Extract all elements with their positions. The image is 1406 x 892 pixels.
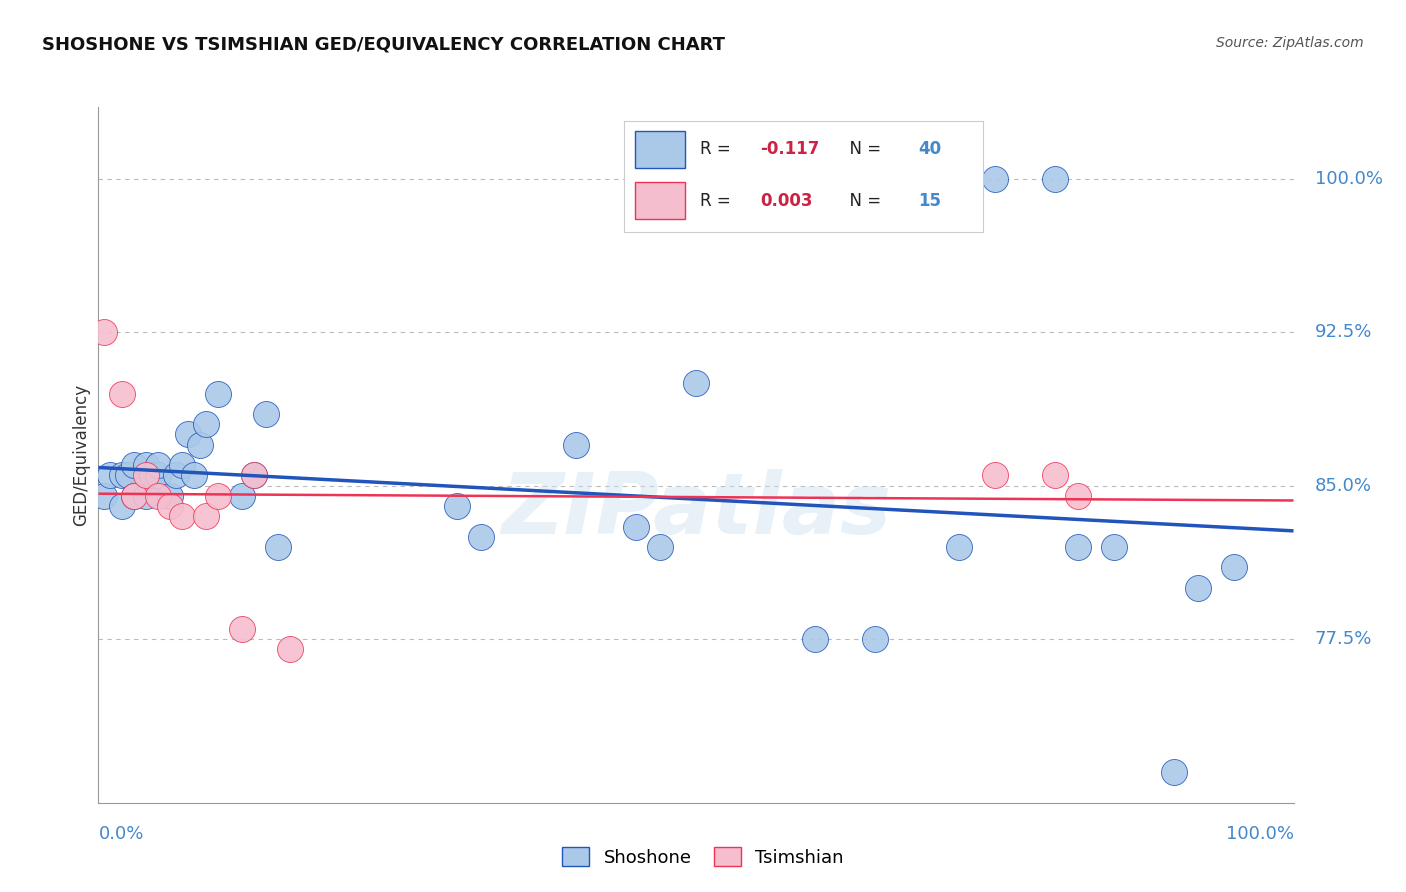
Point (231, 489, 253, 503)
Point (135, 458, 157, 472)
Point (624, 519, 647, 533)
Point (111, 468, 134, 483)
Text: Source: ZipAtlas.com: Source: ZipAtlas.com (1216, 36, 1364, 50)
Point (111, 386, 134, 401)
Point (804, 632, 827, 646)
Point (93, 325, 115, 339)
Point (98, 468, 122, 483)
Point (207, 489, 229, 503)
Point (159, 489, 181, 503)
Point (1102, 540, 1125, 554)
Point (148, 489, 170, 503)
Point (148, 458, 170, 472)
Point (948, 540, 970, 554)
Point (183, 468, 205, 483)
Point (1043, 171, 1066, 186)
Point (983, 468, 1005, 483)
Point (159, 499, 181, 513)
Point (135, 489, 157, 503)
Point (1067, 489, 1090, 503)
Text: 92.5%: 92.5% (1315, 323, 1372, 341)
Y-axis label: GED/Equivalency: GED/Equivalency (72, 384, 90, 526)
Text: 77.5%: 77.5% (1315, 630, 1372, 648)
Text: 100.0%: 100.0% (1226, 825, 1294, 843)
Point (863, 632, 886, 646)
Point (194, 417, 217, 432)
Point (565, 438, 588, 452)
Point (278, 642, 301, 657)
Point (124, 458, 146, 472)
Point (983, 171, 1005, 186)
Point (267, 540, 290, 554)
Point (172, 509, 194, 524)
Text: ZIPatlas: ZIPatlas (501, 469, 891, 552)
Point (1043, 468, 1066, 483)
Text: 0.0%: 0.0% (98, 825, 143, 843)
Point (93, 489, 115, 503)
Point (446, 499, 468, 513)
Point (1163, 765, 1185, 780)
Point (194, 509, 217, 524)
Legend: Shoshone, Tsimshian: Shoshone, Tsimshian (555, 840, 851, 874)
Point (254, 407, 277, 421)
Point (1067, 540, 1090, 554)
Point (1187, 581, 1209, 595)
Point (243, 468, 266, 483)
Point (1222, 560, 1246, 574)
Point (188, 438, 211, 452)
Text: 85.0%: 85.0% (1315, 476, 1372, 495)
Point (165, 468, 187, 483)
Point (470, 530, 492, 544)
Point (685, 376, 707, 391)
Point (124, 489, 146, 503)
Point (207, 386, 229, 401)
Point (117, 468, 139, 483)
Point (243, 468, 266, 483)
Point (172, 458, 194, 472)
Point (231, 622, 253, 636)
Point (124, 489, 146, 503)
Point (141, 468, 163, 483)
Point (111, 499, 134, 513)
Point (177, 427, 200, 442)
Point (135, 468, 157, 483)
Point (648, 540, 672, 554)
Text: 100.0%: 100.0% (1315, 169, 1382, 187)
Point (148, 468, 170, 483)
Text: SHOSHONE VS TSIMSHIAN GED/EQUIVALENCY CORRELATION CHART: SHOSHONE VS TSIMSHIAN GED/EQUIVALENCY CO… (42, 36, 725, 54)
